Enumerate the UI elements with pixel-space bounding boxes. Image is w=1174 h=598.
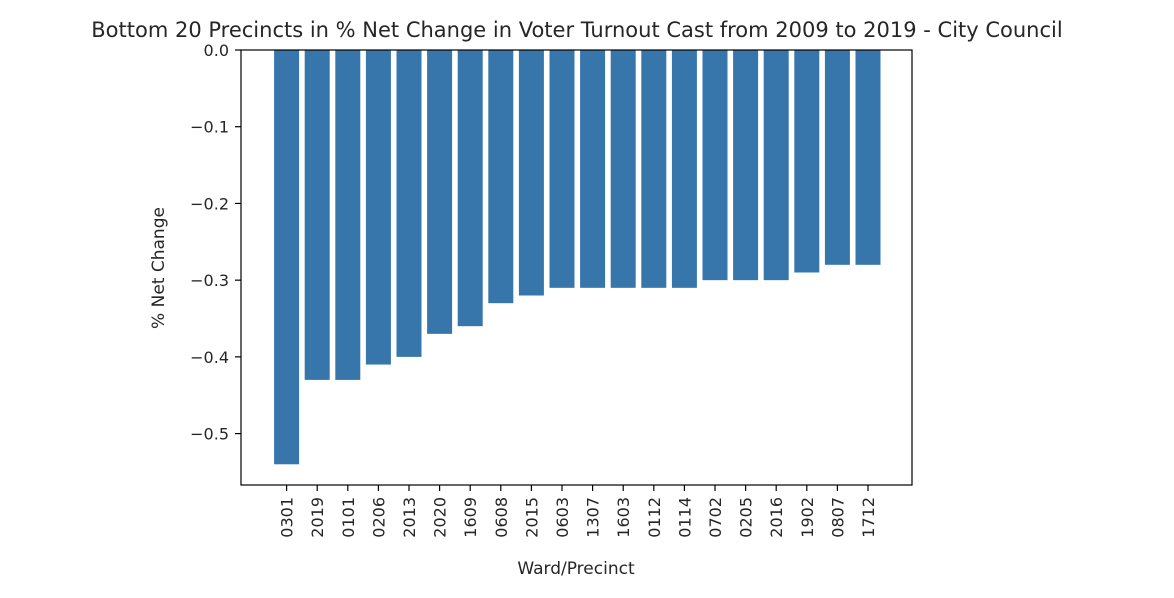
x-tick-label-1603: 1603 bbox=[614, 497, 633, 538]
bar-0206 bbox=[365, 50, 391, 365]
x-tick-label-0101: 0101 bbox=[339, 497, 358, 538]
x-tick-label-1712: 1712 bbox=[859, 497, 878, 538]
x-tick-label-2016: 2016 bbox=[767, 497, 786, 538]
x-tick-label-0112: 0112 bbox=[645, 497, 664, 538]
bar-2015 bbox=[518, 50, 544, 296]
bar-2019 bbox=[304, 50, 330, 380]
bar-0301 bbox=[274, 50, 300, 465]
x-tick-label-0702: 0702 bbox=[706, 497, 725, 538]
bar-0608 bbox=[488, 50, 514, 304]
bar-1609 bbox=[457, 50, 483, 327]
y-tick-label: −0.4 bbox=[190, 348, 229, 367]
bar-0603 bbox=[549, 50, 575, 288]
chart-title: Bottom 20 Precincts in % Net Change in V… bbox=[91, 18, 1062, 42]
bar-0702 bbox=[702, 50, 728, 281]
x-tick-label-2020: 2020 bbox=[431, 497, 450, 538]
plot-frame bbox=[240, 49, 913, 486]
x-tick-label-0114: 0114 bbox=[675, 497, 694, 538]
x-tick-label-1902: 1902 bbox=[798, 497, 817, 538]
x-axis: 0301 2019 0101 0206 2013 2020 1609 0608 2015 0603… bbox=[278, 485, 878, 538]
bar-0101 bbox=[335, 50, 361, 380]
bar-0807 bbox=[824, 50, 850, 265]
bar-2020 bbox=[427, 50, 453, 334]
x-tick-label-0608: 0608 bbox=[492, 497, 511, 538]
x-tick-label-0206: 0206 bbox=[369, 497, 388, 538]
y-tick-label: −0.1 bbox=[190, 118, 229, 137]
x-tick-label-2015: 2015 bbox=[522, 497, 541, 538]
x-tick-label-1307: 1307 bbox=[584, 497, 603, 538]
bar-0205 bbox=[733, 50, 759, 281]
x-tick-label-2019: 2019 bbox=[308, 497, 327, 538]
bar-1603 bbox=[610, 50, 636, 288]
bars-layer bbox=[274, 50, 881, 465]
bar-1902 bbox=[794, 50, 820, 273]
x-tick-label-2013: 2013 bbox=[400, 497, 419, 538]
x-axis-label: Ward/Precinct bbox=[517, 559, 635, 579]
x-tick-label-0301: 0301 bbox=[278, 497, 297, 538]
bar-2016 bbox=[763, 50, 789, 281]
bar-0114 bbox=[671, 50, 697, 288]
y-tick-label: −0.3 bbox=[190, 271, 229, 290]
bar-2013 bbox=[396, 50, 422, 357]
bar-1712 bbox=[855, 50, 881, 265]
y-tick-label: 0.0 bbox=[204, 41, 229, 60]
x-tick-label-1609: 1609 bbox=[461, 497, 480, 538]
y-axis-label: % Net Change bbox=[149, 207, 169, 329]
y-tick-label: −0.2 bbox=[190, 194, 229, 213]
x-tick-label-0603: 0603 bbox=[553, 497, 572, 538]
x-tick-label-0205: 0205 bbox=[737, 497, 756, 538]
bar-0112 bbox=[641, 50, 667, 288]
bar-1307 bbox=[580, 50, 606, 288]
y-axis: 0.0 −0.1 −0.2 −0.3 −0.4 −0.5 bbox=[190, 41, 241, 444]
y-tick-label: −0.5 bbox=[190, 425, 229, 444]
x-tick-label-0807: 0807 bbox=[828, 497, 847, 538]
